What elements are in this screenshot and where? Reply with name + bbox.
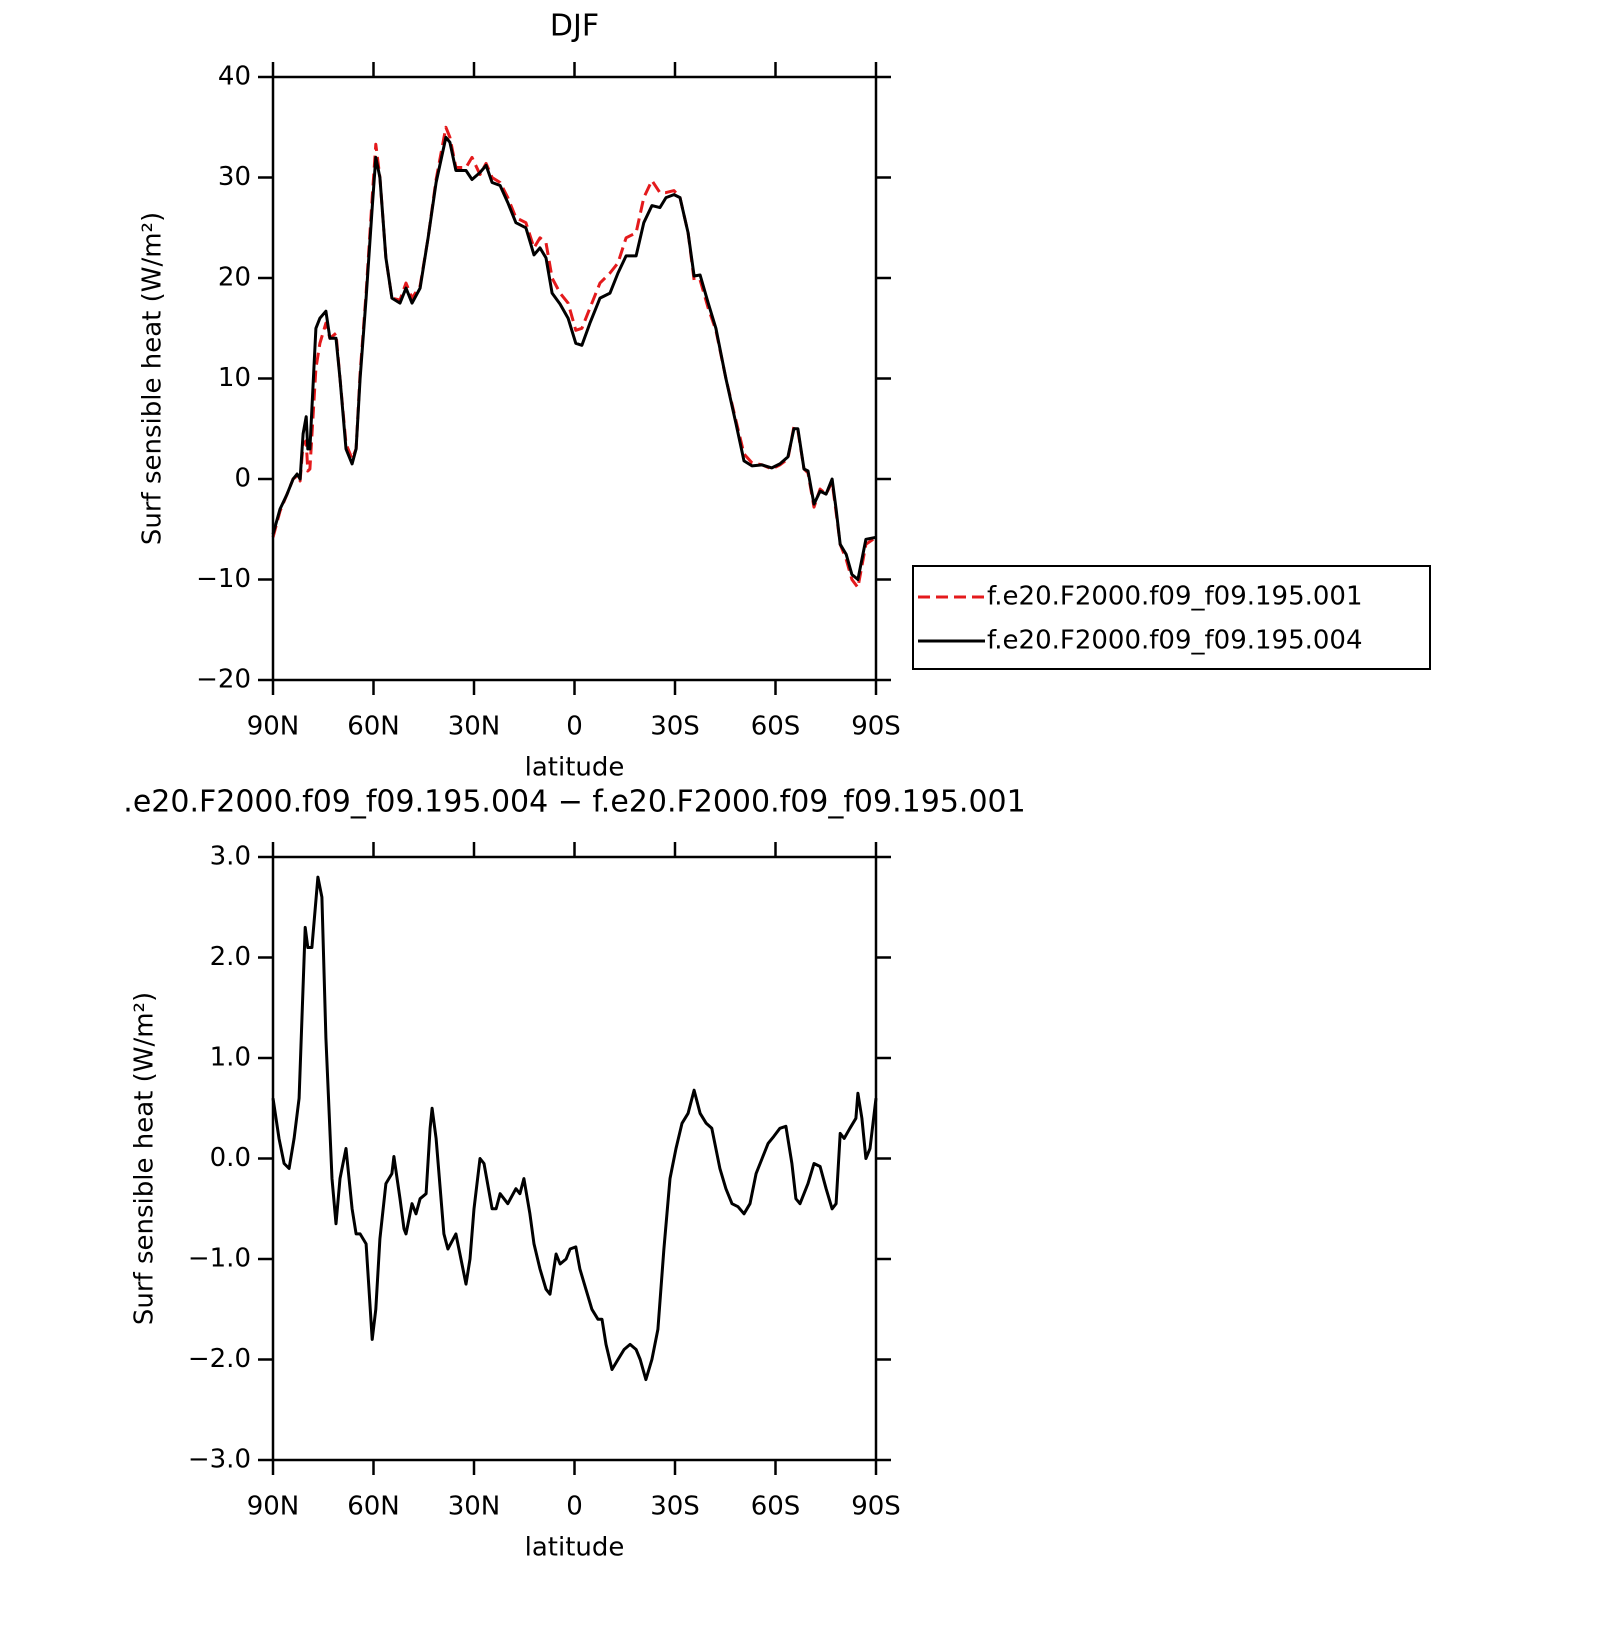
x-tick-label: 30N — [448, 712, 501, 742]
y-axis-label: Surf sensible heat (W/m²) — [130, 992, 160, 1325]
plot-frame — [271, 855, 878, 1462]
y-tick-label: 30 — [218, 162, 251, 192]
x-tick-label: 90S — [851, 712, 901, 742]
x-tick-label: 60S — [751, 712, 801, 742]
y-tick-label: −20 — [196, 665, 251, 695]
y-axis-label: Surf sensible heat (W/m²) — [138, 212, 168, 545]
x-axis-label: latitude — [525, 753, 625, 783]
x-axis-label: latitude — [525, 1533, 625, 1563]
y-tick-label: −1.0 — [188, 1244, 251, 1274]
y-tick-label: −10 — [196, 564, 251, 594]
x-tick-label: 0 — [566, 712, 583, 742]
x-tick-label: 60N — [347, 712, 400, 742]
x-tick-label: 30N — [448, 1492, 501, 1522]
x-tick-label: 90N — [247, 712, 300, 742]
legend-label: f.e20.F2000.f09_f09.195.004 — [987, 626, 1363, 656]
data-line — [271, 875, 878, 1382]
x-tick-label: 30S — [650, 712, 700, 742]
y-tick-label: 40 — [218, 62, 251, 92]
x-tick-label: 0 — [566, 1492, 583, 1522]
x-tick-label: 60S — [751, 1492, 801, 1522]
y-tick-label: 20 — [218, 263, 251, 293]
chart-title: .e20.F2000.f09_f09.195.004 − f.e20.F2000… — [123, 785, 1025, 820]
x-tick-label: 30S — [650, 1492, 700, 1522]
y-tick-label: 0 — [234, 464, 251, 494]
y-tick-label: 10 — [218, 363, 251, 393]
plot-frame — [271, 75, 878, 682]
x-tick-label: 60N — [347, 1492, 400, 1522]
y-tick-label: 3.0 — [210, 842, 251, 872]
legend-label: f.e20.F2000.f09_f09.195.001 — [987, 582, 1363, 612]
y-tick-label: 2.0 — [210, 942, 251, 972]
data-line — [271, 125, 877, 589]
data-line — [271, 135, 877, 581]
y-tick-label: 0.0 — [210, 1143, 251, 1173]
y-tick-label: −3.0 — [188, 1445, 251, 1475]
chart-title: DJF — [550, 9, 599, 44]
y-tick-label: 1.0 — [210, 1043, 251, 1073]
y-tick-label: −2.0 — [188, 1344, 251, 1374]
legend-box — [912, 565, 1431, 670]
x-tick-label: 90S — [851, 1492, 901, 1522]
x-tick-label: 90N — [247, 1492, 300, 1522]
